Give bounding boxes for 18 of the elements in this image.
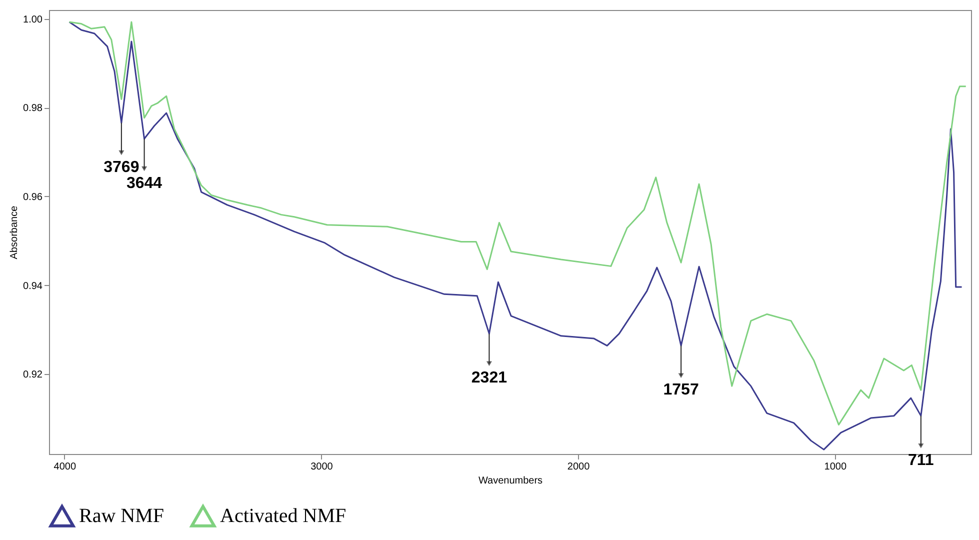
x-tick-label: 4000	[54, 462, 76, 472]
y-tick-label: 0.98	[23, 103, 43, 114]
annotation: 711	[908, 452, 934, 469]
y-tick-label: 0.96	[23, 192, 43, 203]
y-axis-title: Absorbance	[9, 205, 20, 260]
x-axis-title: Wavenumbers	[478, 476, 543, 486]
y-tick-label: 0.92	[23, 370, 43, 381]
y-tick-label: 0.94	[23, 280, 43, 292]
annotation: 3644	[126, 174, 162, 192]
x-tick-label: 1000	[824, 462, 847, 472]
x-tick-label: 2000	[567, 462, 590, 472]
legend-label: Activated NMF	[220, 505, 346, 528]
annotation: 1757	[663, 382, 699, 399]
annotation: 2321	[471, 370, 508, 387]
y-tick-label: 1.00	[23, 14, 43, 26]
legend-label: Raw NMF	[79, 505, 164, 528]
x-tick-label: 3000	[310, 462, 334, 472]
annotation: 3769	[104, 158, 140, 176]
